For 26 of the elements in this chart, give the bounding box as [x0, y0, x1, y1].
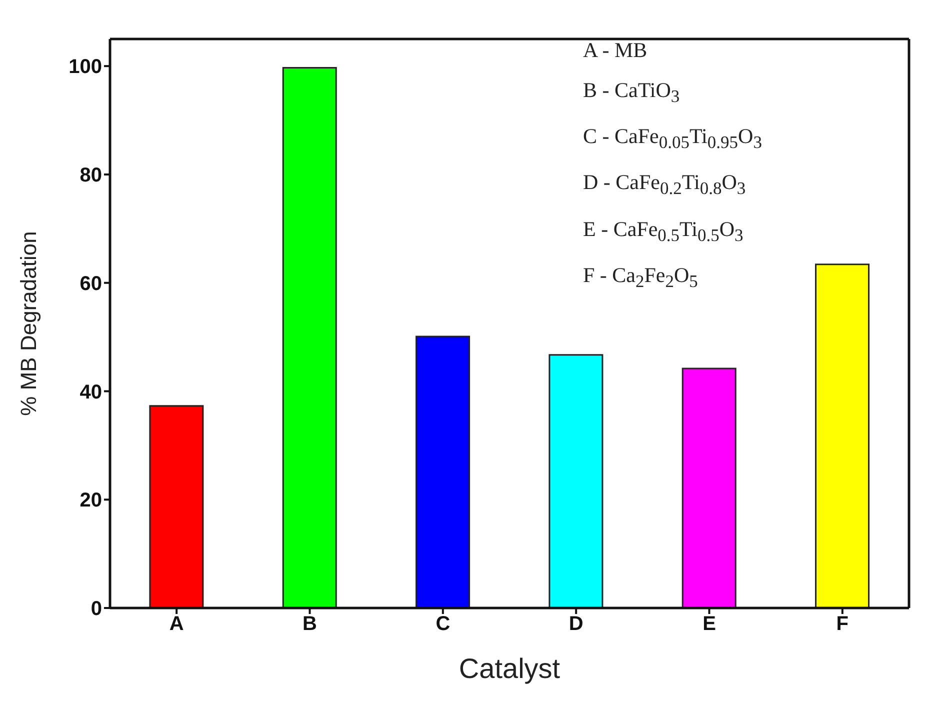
x-tick-label: C: [436, 613, 450, 636]
y-axis-title: % MB Degradation: [16, 231, 41, 416]
bar: [149, 405, 204, 608]
y-tick-label: 60: [80, 272, 102, 295]
annotation: D - CaFe$_{0.2}$Ti$_{0.8}$O$_{3}$: [583, 169, 747, 201]
bar: [282, 66, 337, 608]
annotation: F - Ca$_{2}$Fe$_{2}$O$_{5}$: [583, 262, 699, 293]
x-tick-label: B: [302, 613, 317, 636]
bar: [815, 264, 870, 608]
x-axis-title: Catalyst: [458, 653, 560, 684]
annotation: B - CaTiO$_{3}$: [583, 77, 681, 108]
y-tick-label: 80: [80, 164, 102, 187]
bar: [682, 368, 736, 608]
annotation: E - CaFe$_{0.5}$Ti$_{0.5}$O$_{3}$: [583, 216, 744, 247]
y-tick-label: 0: [90, 598, 102, 620]
x-tick-label: D: [568, 613, 584, 636]
y-tick-label: 100: [68, 56, 102, 78]
y-tick-label: 20: [80, 490, 102, 512]
x-tick-label: E: [702, 613, 716, 636]
y-tick-label: 40: [80, 381, 102, 404]
x-tick-label: A: [169, 613, 184, 636]
bar: [548, 354, 604, 608]
annotation: C - CaFe$_{0.05}$Ti$_{0.95}$O$_{3}$: [583, 123, 762, 154]
x-tick-label: F: [836, 613, 849, 636]
annotation: A - MB: [583, 37, 648, 64]
bar: [416, 336, 470, 608]
